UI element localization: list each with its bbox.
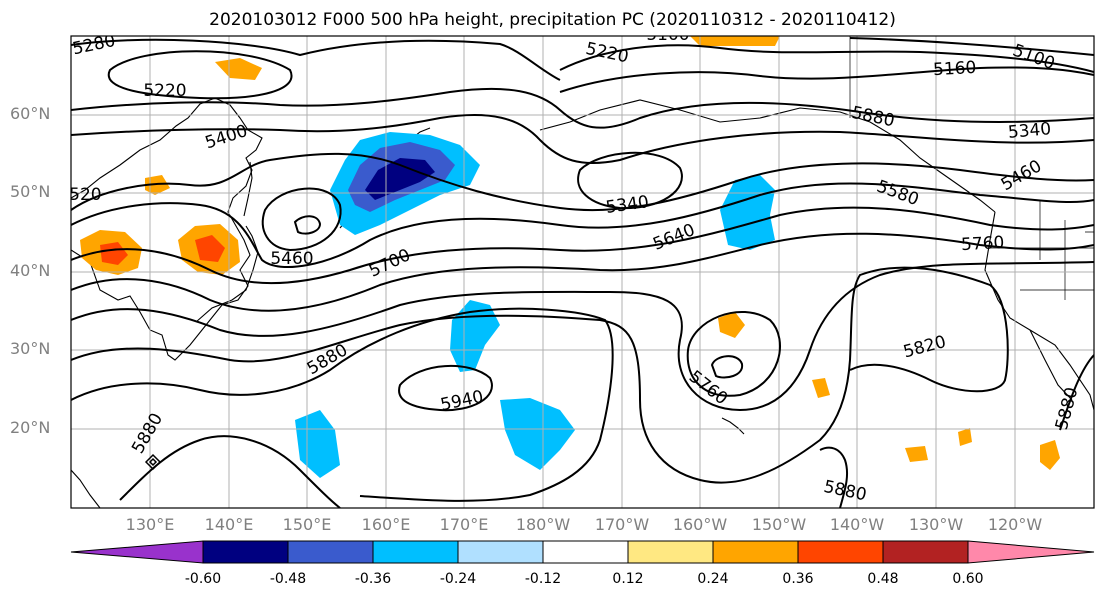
precip-positive-east1: [1040, 440, 1060, 470]
colorbar-tick: 0.24: [697, 571, 729, 587]
storm-diamond-inner: [148, 457, 158, 467]
contour-5280: [71, 38, 561, 81]
contour-label: 5520: [58, 185, 101, 205]
colorbar-tick: 0.60: [952, 571, 984, 587]
asia-coast: [71, 97, 263, 361]
precip-positive-hawaii: [718, 312, 745, 338]
sakhalin-coast: [243, 161, 253, 217]
colorbar-bin: [627, 540, 714, 564]
contour-5460-closed: [261, 187, 342, 252]
contour-5760-inner: [686, 310, 781, 397]
precip-core-korea: [100, 242, 128, 265]
lon-label: 160°E: [361, 515, 411, 534]
contour-5880-east: [1059, 354, 1094, 431]
contour-5340-top: [71, 87, 1094, 129]
lon-gridlines: [149, 36, 1016, 508]
colorbar-tick: 0.36: [782, 571, 814, 587]
precip-positive-east3: [812, 378, 830, 398]
colorbar-bin: [542, 540, 629, 564]
contour-label: 5220: [143, 81, 186, 101]
contour-5940-closed: [398, 364, 493, 412]
japan-coast: [195, 225, 259, 323]
storm-diamond-outer: [144, 453, 162, 471]
contour-5640: [71, 206, 1094, 285]
precip-core-kamchatka: [365, 158, 435, 200]
colorbar-bin: [712, 540, 799, 564]
height-contours: [71, 37, 1094, 508]
lon-label: 160°W: [672, 515, 728, 534]
colorbar-bin: [797, 540, 884, 564]
colorbar-bin: [457, 540, 544, 564]
colorbar-tick: -0.36: [354, 571, 392, 587]
contour-label: 5460: [270, 249, 313, 269]
lon-label: 180°W: [515, 515, 571, 534]
lon-label: 130°E: [125, 515, 175, 534]
contour-label: 5340: [1007, 119, 1052, 143]
colorbar-tick: -0.24: [439, 571, 477, 587]
na-westcoast: [984, 211, 1094, 411]
colorbar-tick: 0.48: [867, 571, 899, 587]
lon-label: 140°W: [829, 515, 885, 534]
lat-label: 50°N: [10, 182, 51, 201]
plot-area: 5280 5220 5400 5520 5460 5700 5880 5940 …: [58, 25, 1094, 508]
colorbar-tick: 0.12: [612, 571, 644, 587]
colorbar-tick: -0.48: [269, 571, 307, 587]
contour-5760: [71, 261, 1094, 412]
colorbar-bin: [882, 540, 969, 564]
colorbar-extend-high: [967, 540, 1095, 564]
precip-negative-south1: [295, 410, 340, 478]
colorbar-tick: -0.60: [184, 571, 222, 587]
precip-positive-east2: [958, 428, 972, 446]
lon-label: 130°W: [908, 515, 964, 534]
lon-label: 120°W: [987, 515, 1043, 534]
lat-label: 60°N: [10, 104, 51, 123]
contour-label: 5760: [961, 233, 1005, 255]
lat-label: 20°N: [10, 418, 51, 437]
contour-5820: [71, 266, 1009, 484]
contour-label: 5160: [933, 58, 977, 80]
colorbar-extend-low: [70, 540, 204, 564]
colorbar: [70, 540, 1095, 564]
plot-frame: [70, 35, 1095, 509]
colorbar-bin: [202, 540, 289, 564]
colorbar-tick: -0.12: [524, 571, 562, 587]
contour-5520: [71, 152, 1094, 212]
baja-coast: [1029, 329, 1073, 401]
lon-label: 170°E: [439, 515, 489, 534]
lon-label: 150°E: [282, 515, 332, 534]
contour-5580: [71, 182, 1094, 269]
contour-5220-closed: [107, 50, 293, 100]
contour-5400: [71, 113, 1094, 164]
contour-5880: [71, 307, 614, 502]
precip-core-japan: [195, 235, 225, 262]
lat-label: 40°N: [10, 261, 51, 280]
contour-5760-inner2: [710, 355, 744, 379]
precip-positive-east4: [905, 446, 928, 462]
colorbar-bin: [372, 540, 459, 564]
contour-5100: [849, 37, 1094, 56]
contour-5880-lower: [819, 446, 849, 508]
philippines-coast: [71, 469, 101, 508]
colorbar-bin: [287, 540, 374, 564]
contour-5460-inner: [293, 215, 322, 235]
lat-label: 30°N: [10, 339, 51, 358]
lon-label: 170°W: [594, 515, 650, 534]
precip-positive-small: [145, 175, 170, 195]
hawaii-islands: [721, 417, 745, 435]
contour-5340-closed: [577, 151, 683, 210]
map-title: 2020103012 F000 500 hPa height, precipit…: [209, 10, 896, 30]
contour-label: 5100: [646, 25, 689, 45]
contour-5700: [71, 232, 1094, 312]
precip-negative-south2: [500, 398, 575, 470]
contour-5160: [559, 66, 1094, 93]
storm-marker: [144, 453, 162, 471]
contour-5220-right: [559, 44, 1094, 73]
lon-label: 150°W: [751, 515, 807, 534]
lon-label: 140°E: [204, 515, 254, 534]
alaska-coast: [539, 99, 996, 213]
precip-negative-central: [450, 300, 500, 372]
precip-positive-north: [215, 58, 262, 80]
precip-positive-northstrip: [690, 36, 780, 46]
